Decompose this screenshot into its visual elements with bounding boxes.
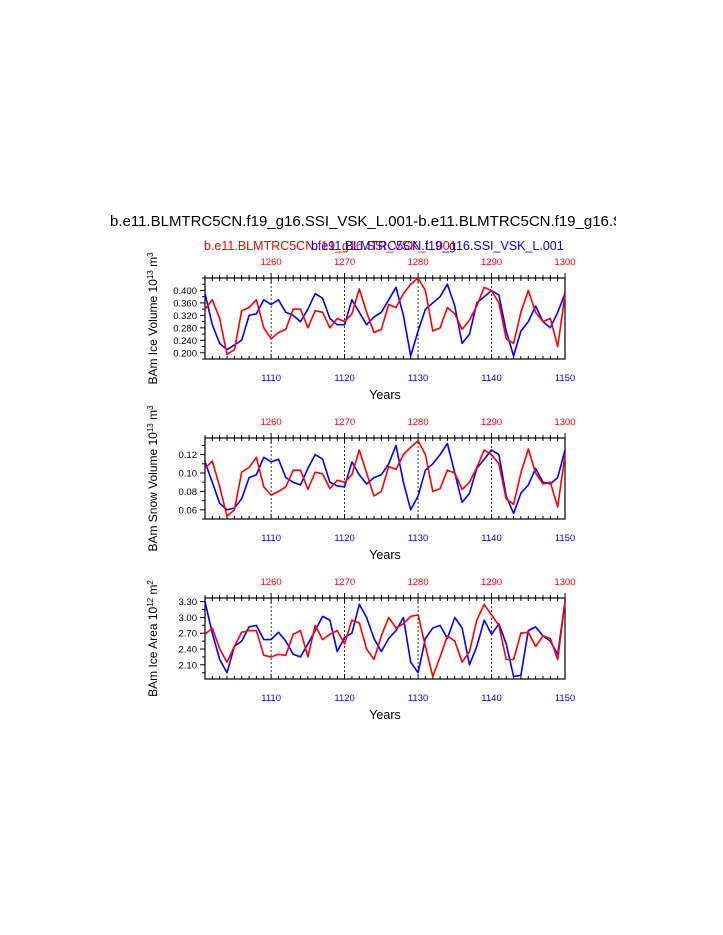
panel2-y-axis-title: BAm Snow Volume 1013 m3 xyxy=(146,405,161,552)
panel2-y-tick-label: 0.06 xyxy=(179,505,198,516)
panel3-bottom-tick-label: 1140 xyxy=(481,693,501,704)
panel1-bottom-tick-label: 1120 xyxy=(334,373,354,384)
panel2-top-tick-label: 1290 xyxy=(481,417,502,428)
panel1-y-tick-label: 0.400 xyxy=(173,286,197,297)
panel1-x-axis-title: Years xyxy=(369,388,401,402)
panel3-top-tick-label: 1290 xyxy=(481,577,502,588)
panel2-top-tick-label: 1270 xyxy=(334,417,355,428)
panel2-y-tick-label: 0.08 xyxy=(179,487,198,498)
panel3-x-axis-title: Years xyxy=(369,708,401,722)
panel1-bottom-tick-label: 1110 xyxy=(261,373,281,384)
panel1-frame xyxy=(204,277,566,360)
panel2-bottom-tick-label: 1150 xyxy=(555,533,575,544)
panel1-bottom-tick-label: 1150 xyxy=(555,373,575,384)
panel3-y-tick-label: 2.70 xyxy=(179,629,198,640)
panel1-bottom-tick-label: 1140 xyxy=(481,373,501,384)
panel3-y-tick-label: 2.10 xyxy=(179,660,198,671)
panel3-y-tick-label: 2.40 xyxy=(179,645,198,656)
panel2-frame xyxy=(204,437,566,520)
panel3-bottom-tick-label: 1120 xyxy=(334,693,354,704)
subtitle-blue-case: b.e11.BLMTRC5CN.f19_g16.SSI_VSK_L.001 xyxy=(311,239,564,253)
panel3-y-axis-title: BAm Ice Area 1012 m2 xyxy=(146,580,161,697)
panel2-bottom-tick-label: 1110 xyxy=(261,533,281,544)
panel1-top-tick-label: 1300 xyxy=(554,257,575,268)
panel1-y-tick-label: 0.200 xyxy=(173,348,197,359)
panel1-bottom-tick-label: 1130 xyxy=(408,373,428,384)
chart-title: b.e11.BLMTRC5CN.f19_g16.SSI_VSK_L.001-b.… xyxy=(110,213,616,230)
panel3-series-blue-line xyxy=(204,601,566,678)
panel3-top-tick-label: 1260 xyxy=(261,577,282,588)
subtitle-red-case: b.e11.BLMTRC5CN.f19_g16.SSI_VSK_L.001 xyxy=(204,239,457,253)
panel2-top-tick-label: 1300 xyxy=(554,417,575,428)
panel2-y-tick-label: 0.12 xyxy=(179,450,198,461)
panel1-y-tick-label: 0.360 xyxy=(173,298,197,309)
panel2-top-tick-label: 1260 xyxy=(261,417,282,428)
panel1-y-tick-label: 0.280 xyxy=(173,323,197,334)
panel1-series-blue-line xyxy=(204,283,566,357)
panel3-top-tick-label: 1270 xyxy=(334,577,355,588)
panel2-top-tick-label: 1280 xyxy=(407,417,428,428)
panel3-bottom-tick-label: 1130 xyxy=(408,693,428,704)
panel3-bottom-tick-label: 1110 xyxy=(261,693,281,704)
panel3-frame xyxy=(204,597,566,680)
panel2-bottom-tick-label: 1140 xyxy=(481,533,501,544)
panel1-y-axis-title: BAm Ice Volume 1013 m3 xyxy=(146,252,161,385)
panel1-series-red-line xyxy=(204,277,566,356)
panel3-series-red-line xyxy=(204,601,566,678)
panel2-y-tick-label: 0.10 xyxy=(179,468,198,479)
panel3-y-tick-label: 3.30 xyxy=(179,597,198,608)
panel1-top-tick-label: 1280 xyxy=(407,257,428,268)
panel3-top-tick-label: 1280 xyxy=(407,577,428,588)
panel1-y-tick-label: 0.240 xyxy=(173,336,197,347)
panel3-bottom-tick-label: 1150 xyxy=(555,693,575,704)
panel2-x-axis-title: Years xyxy=(369,548,401,562)
panel3-top-tick-label: 1300 xyxy=(554,577,575,588)
panel3-y-tick-label: 3.00 xyxy=(179,613,198,624)
panel2-series-red-line xyxy=(204,439,566,518)
panel1-top-tick-label: 1260 xyxy=(261,257,282,268)
panel1-y-tick-label: 0.320 xyxy=(173,311,197,322)
panel1-top-tick-label: 1290 xyxy=(481,257,502,268)
panel2-bottom-tick-label: 1120 xyxy=(334,533,354,544)
panel1-top-tick-label: 1270 xyxy=(334,257,355,268)
panel2-bottom-tick-label: 1130 xyxy=(408,533,428,544)
